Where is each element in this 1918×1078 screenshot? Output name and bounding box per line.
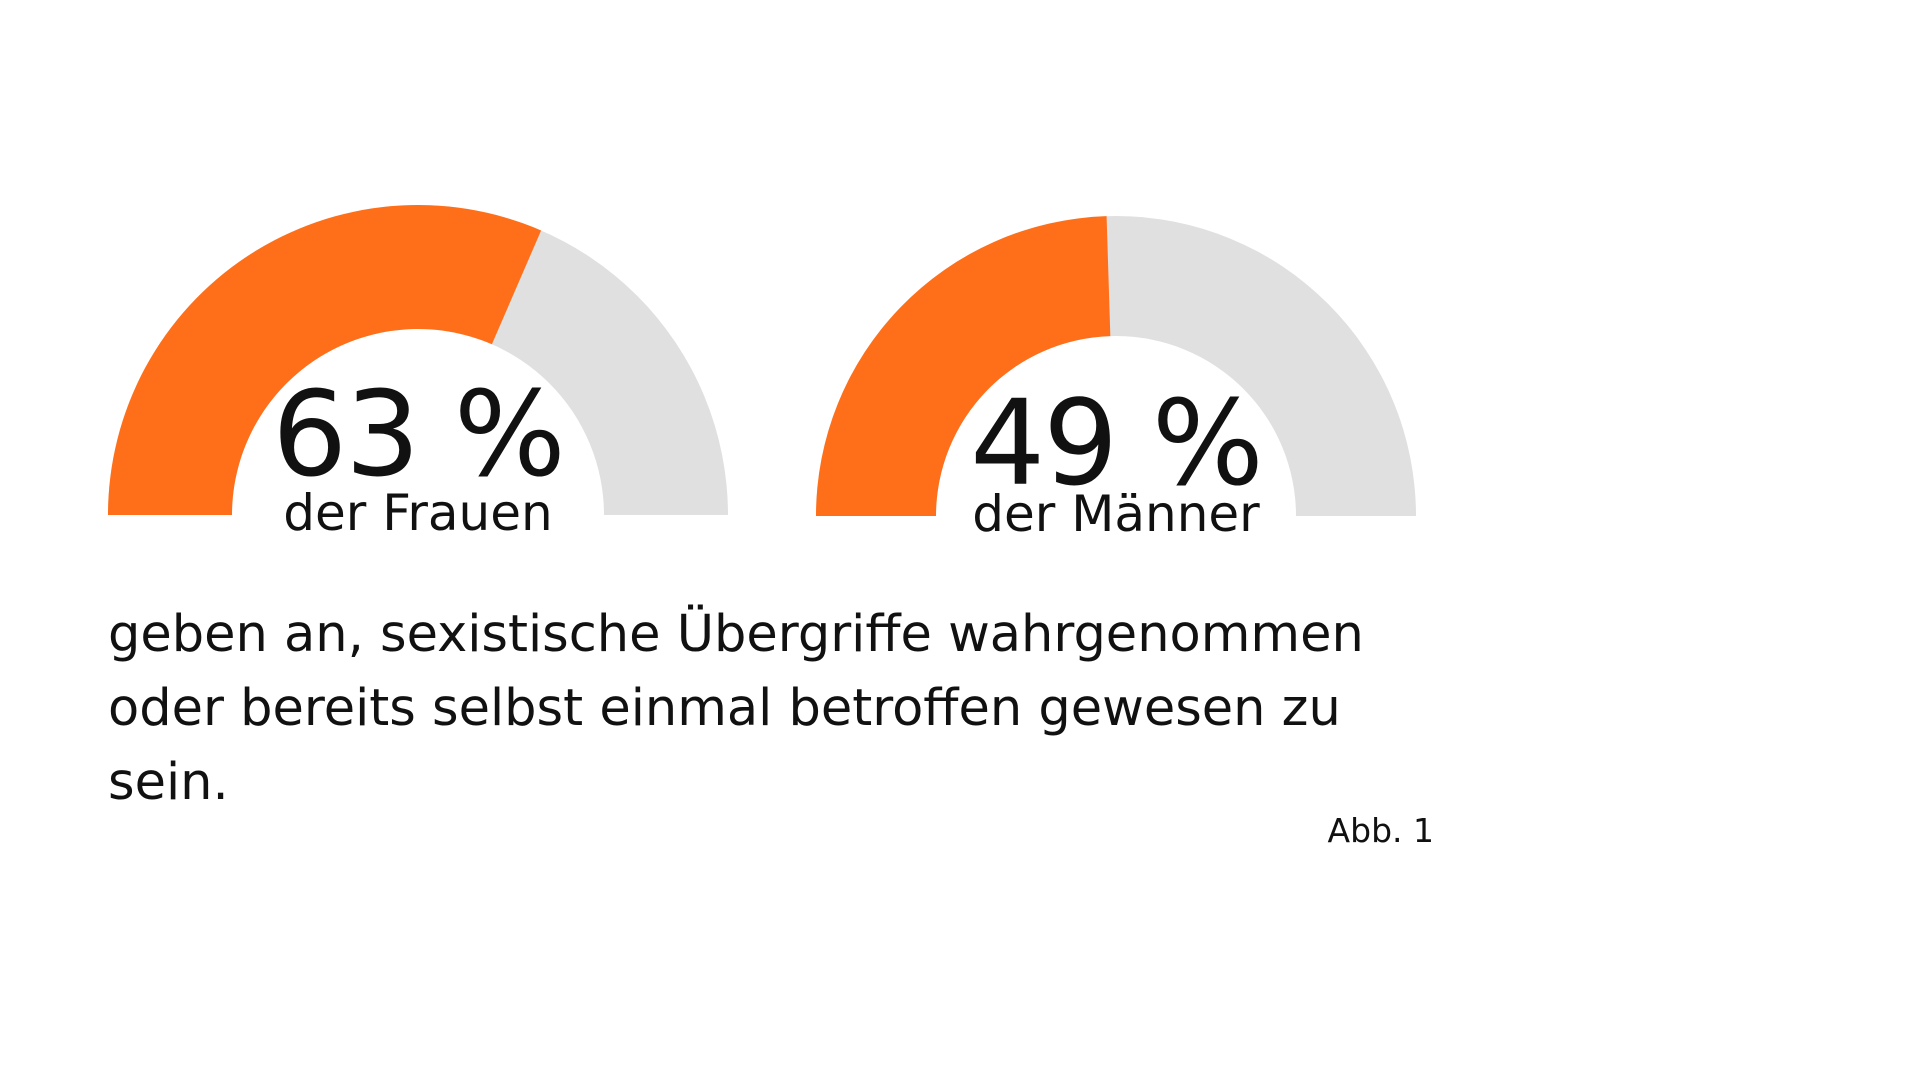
gauge-women-value-label: 63 % bbox=[272, 365, 566, 503]
gauge-men-category-label: der Männer bbox=[972, 485, 1260, 543]
figure-note: Abb. 1 bbox=[1327, 811, 1434, 850]
gauge-men: 49 % der Männer bbox=[816, 216, 1416, 543]
gauge-women-category-label: der Frauen bbox=[283, 484, 553, 542]
gauge-men-value-label: 49 % bbox=[970, 374, 1264, 512]
gauge-women: 63 % der Frauen bbox=[108, 204, 728, 542]
gauge-men-chart bbox=[816, 216, 1416, 517]
gauge-men-value-arc bbox=[816, 216, 1111, 517]
gauge-women-chart bbox=[108, 204, 728, 515]
gauge-women-value-arc bbox=[108, 204, 542, 515]
description-text: geben an, sexistische Übergriffe wahrgen… bbox=[108, 605, 1364, 812]
